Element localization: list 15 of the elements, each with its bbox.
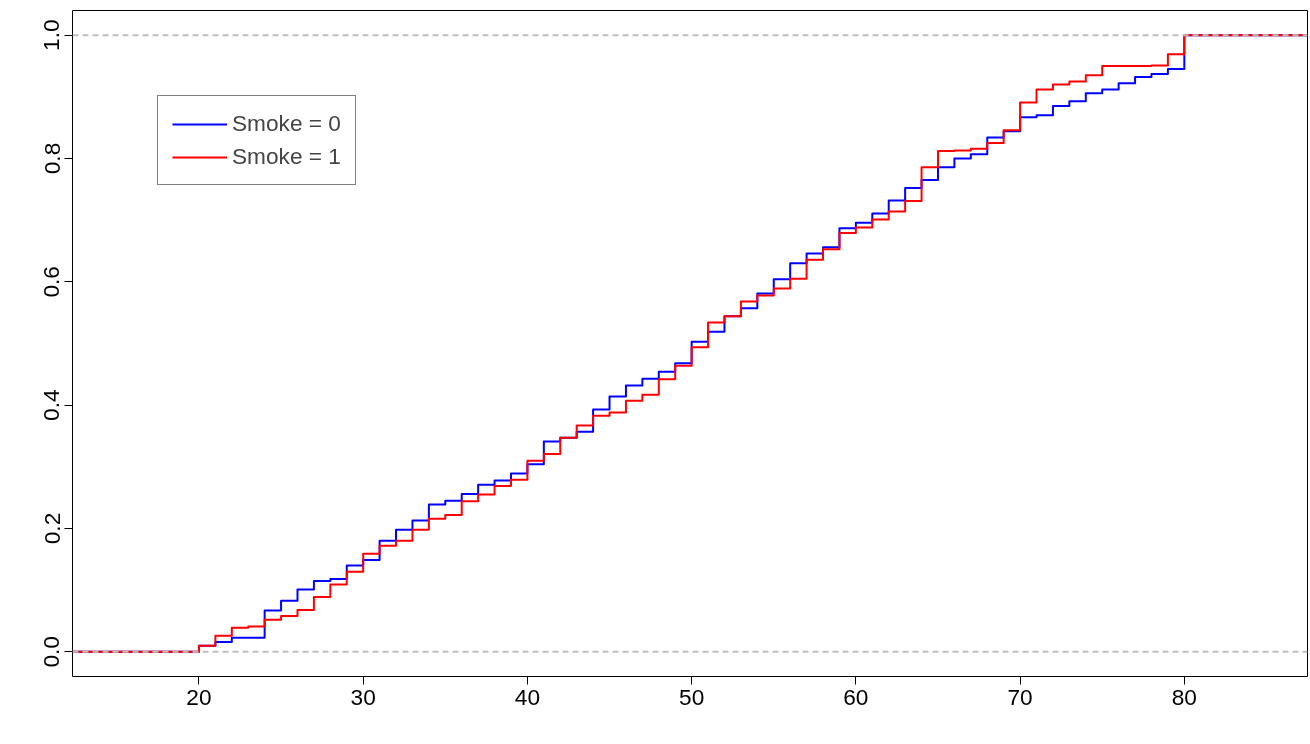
x-tick-label: 70 — [1007, 683, 1033, 710]
x-tick-label: 40 — [514, 683, 541, 710]
x-tick-label: 60 — [843, 683, 869, 710]
y-tick-label: 0.2 — [38, 512, 65, 545]
y-tick-label: 0.4 — [38, 389, 65, 421]
x-tick-label: 80 — [1171, 683, 1197, 710]
x-tick-label: 50 — [679, 683, 705, 710]
x-tick-label: 30 — [350, 683, 376, 710]
y-tick-label: 0.8 — [38, 142, 65, 175]
y-tick-label: 0.6 — [38, 266, 65, 298]
y-tick-label: 0.0 — [38, 636, 65, 668]
y-tick-label: 1.0 — [38, 19, 65, 51]
legend-label: Smoke = 0 — [232, 110, 341, 137]
legend-label: Smoke = 1 — [232, 143, 341, 170]
x-tick-label: 20 — [186, 683, 212, 710]
